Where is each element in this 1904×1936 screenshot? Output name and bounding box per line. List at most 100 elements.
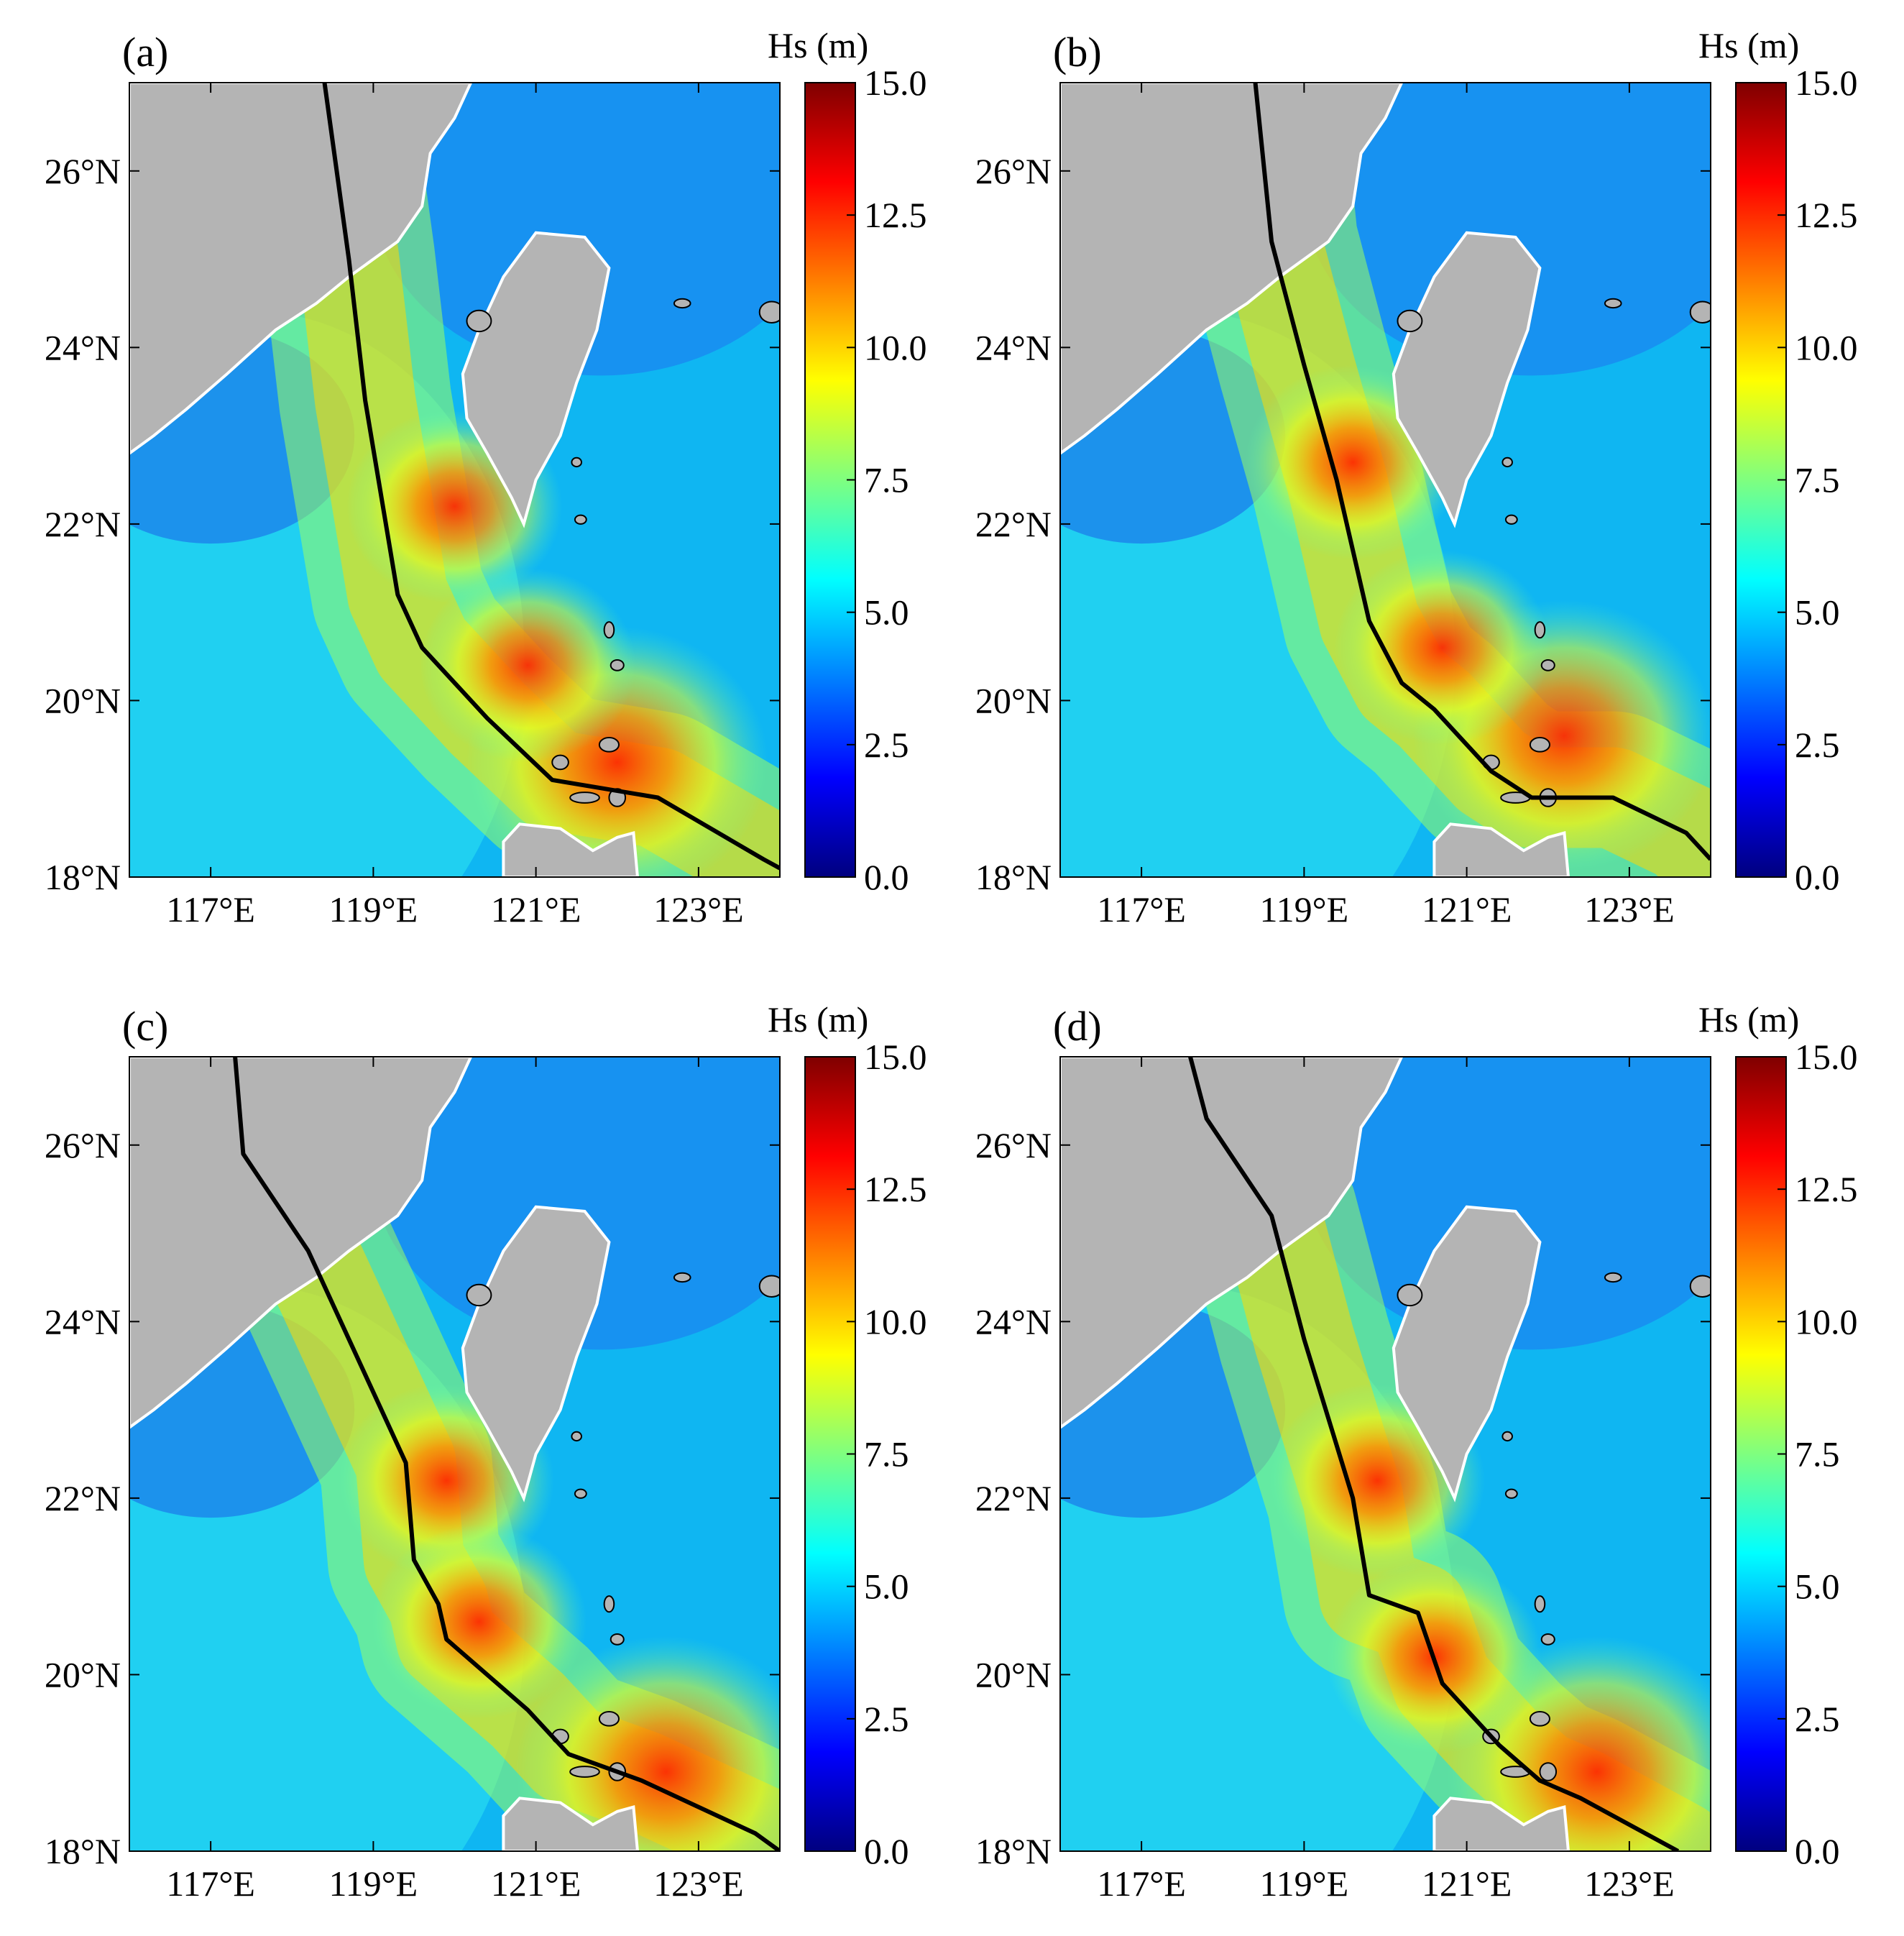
islet xyxy=(1529,737,1551,753)
map-content xyxy=(1060,83,1711,877)
islet xyxy=(1604,1272,1622,1283)
islet xyxy=(1501,457,1513,468)
colorbar-tick-label: 5.0 xyxy=(1795,592,1840,633)
colorbar-tick-label: 15.0 xyxy=(1795,63,1858,103)
colorbar: 15.0 12.5 10.0 7.5 5.0 2.5 0.0 xyxy=(1735,63,1858,897)
islet xyxy=(1689,301,1711,324)
lat-tick-label: 24°N xyxy=(45,1301,121,1341)
luzon-land xyxy=(502,1797,640,1851)
islet xyxy=(603,1595,615,1613)
typhoon-track xyxy=(322,83,780,871)
islet xyxy=(610,659,625,671)
mainland-land xyxy=(1060,1057,1404,1430)
islet xyxy=(1689,1275,1711,1298)
lon-tick-label: 123°E xyxy=(653,889,744,930)
colorbar-tick-label: 2.5 xyxy=(864,1699,909,1739)
islet xyxy=(758,301,780,324)
wave-peak xyxy=(1334,550,1550,745)
lat-tick-label: 18°N xyxy=(975,857,1052,897)
islet xyxy=(603,621,615,639)
lon-tick-label: 121°E xyxy=(491,889,581,930)
lon-tick-label: 123°E xyxy=(1584,889,1675,930)
lon-tick-label: 121°E xyxy=(1422,889,1512,930)
islet xyxy=(598,737,620,753)
colorbar-tick-label: 12.5 xyxy=(1795,195,1858,235)
islet xyxy=(1539,1762,1558,1781)
colorbar: 15.0 12.5 10.0 7.5 5.0 2.5 0.0 xyxy=(804,1037,927,1871)
lat-tick-label: 20°N xyxy=(975,680,1052,720)
typhoon-track xyxy=(233,1057,780,1851)
mainland-land xyxy=(1060,83,1404,456)
map-area: 117°E 119°E 121°E 123°E 26°N 24°N 22°N 20°N 18°N xyxy=(45,1056,781,1904)
colorbar-tick-label: 2.5 xyxy=(864,725,909,765)
panel-label: (d) xyxy=(1053,1003,1102,1050)
lon-tick-label: 123°E xyxy=(1584,1863,1675,1904)
colorbar-tick-label: 15.0 xyxy=(864,63,927,103)
lat-tick-label: 24°N xyxy=(975,1301,1052,1341)
map-area: 117°E 119°E 121°E 123°E 26°N 24°N 22°N 20°N 18°N xyxy=(975,1056,1711,1904)
colorbar-title: Hs (m) xyxy=(1698,25,1799,65)
lat-tick-label: 22°N xyxy=(45,504,121,544)
lon-tick-label: 121°E xyxy=(491,1863,581,1904)
colorbar-tick-label: 7.5 xyxy=(1795,460,1840,500)
islet xyxy=(466,1283,492,1307)
colorbar-tick-label: 10.0 xyxy=(1795,327,1858,367)
islet xyxy=(466,309,492,333)
taiwan-land xyxy=(1392,1205,1542,1503)
colorbar-tick-label: 0.0 xyxy=(864,857,909,897)
islet xyxy=(569,792,600,804)
taiwan-land xyxy=(1392,231,1542,528)
colorbar-tick-label: 10.0 xyxy=(864,327,927,367)
islet xyxy=(1534,1595,1546,1613)
islet xyxy=(574,514,587,525)
islet xyxy=(673,298,691,309)
panel-d: (d) 117°E 119°E 121°E 123°E 26°N 24°N 22°N 20°N… xyxy=(975,999,1858,1904)
panel-a: (a) 117°E 119°E 121°E 123°E 26°N 24°N 22°N 20°N… xyxy=(45,25,927,930)
map-content xyxy=(129,83,780,877)
colorbar-tick-label: 12.5 xyxy=(864,195,927,235)
colorbar-tick-label: 10.0 xyxy=(864,1301,927,1341)
lat-tick-label: 18°N xyxy=(45,857,121,897)
panel-label: (c) xyxy=(122,1003,168,1050)
map-content xyxy=(1060,1057,1711,1851)
lat-tick-label: 26°N xyxy=(45,1125,121,1165)
lon-tick-label: 123°E xyxy=(653,1863,744,1904)
panel-label: (b) xyxy=(1053,29,1102,75)
lon-tick-label: 119°E xyxy=(329,1863,418,1904)
colorbar-tick-label: 15.0 xyxy=(1795,1037,1858,1077)
colorbar-tick-label: 5.0 xyxy=(864,592,909,633)
colorbar-tick-label: 7.5 xyxy=(864,1434,909,1474)
colorbar-tick-label: 0.0 xyxy=(1795,1831,1840,1871)
lat-tick-label: 26°N xyxy=(975,151,1052,191)
luzon-land xyxy=(502,822,640,877)
map-frame xyxy=(1059,82,1711,878)
islet xyxy=(610,1633,625,1646)
mainland-land xyxy=(129,83,473,456)
islet xyxy=(574,1488,587,1499)
lon-tick-label: 117°E xyxy=(1097,889,1186,930)
islet xyxy=(1540,1633,1555,1646)
colorbar-tick-label: 7.5 xyxy=(864,460,909,500)
map-frame xyxy=(1059,1056,1711,1852)
colorbar-title: Hs (m) xyxy=(1698,999,1799,1040)
lon-tick-label: 119°E xyxy=(1260,1863,1349,1904)
lat-tick-label: 18°N xyxy=(975,1831,1052,1871)
colorbar-tick-label: 12.5 xyxy=(1795,1169,1858,1209)
islet xyxy=(1534,621,1546,639)
panel-b: (b) 117°E 119°E 121°E 123°E 26°N 24°N 22°N 20°N… xyxy=(975,25,1858,930)
lon-tick-label: 117°E xyxy=(166,1863,255,1904)
islet xyxy=(673,1272,691,1283)
islet xyxy=(571,457,582,468)
lat-tick-label: 20°N xyxy=(45,1654,121,1694)
colorbar-tick-label: 5.0 xyxy=(864,1566,909,1607)
islet xyxy=(1604,298,1622,309)
colorbar-title: Hs (m) xyxy=(768,999,868,1040)
typhoon-track xyxy=(1253,83,1711,861)
wave-peak xyxy=(371,1524,587,1719)
colorbar: 15.0 12.5 10.0 7.5 5.0 2.5 0.0 xyxy=(804,63,927,897)
taiwan-land xyxy=(461,1205,611,1503)
islet xyxy=(1504,514,1518,525)
islet xyxy=(1501,1431,1513,1442)
colorbar-tick-label: 7.5 xyxy=(1795,1434,1840,1474)
map-content xyxy=(129,1057,780,1851)
